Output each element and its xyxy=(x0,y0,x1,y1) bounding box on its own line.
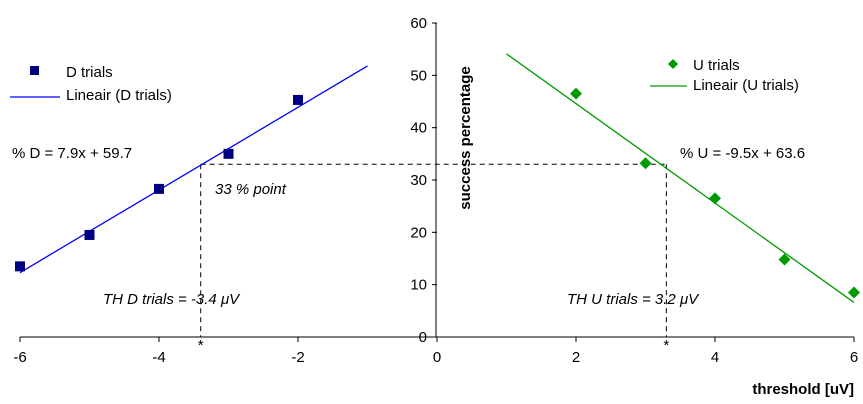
threshold-d-label: TH D trials = -3.4 μV xyxy=(103,291,241,308)
y-tick-label: 20 xyxy=(410,224,427,241)
x-tick-label: 2 xyxy=(572,349,580,366)
legend-u: U trials Lineair (U trials) xyxy=(650,57,799,94)
threshold-star: * xyxy=(198,337,204,354)
x-tick-label: -6 xyxy=(13,349,26,366)
y-ticks: 0 10 20 30 40 50 60 xyxy=(410,15,437,346)
y-axis-title: success percentage xyxy=(457,66,474,209)
point-d xyxy=(154,183,164,194)
point-d xyxy=(223,148,234,159)
x-ticks: -6 -4 -2 0 2 4 6 xyxy=(13,337,858,366)
legend-d-linelabel: Lineair (D trials) xyxy=(66,87,172,104)
x-axis-title: threshold [uV] xyxy=(752,381,854,398)
equation-d: % D = 7.9x + 59.7 xyxy=(12,145,132,162)
threshold-star: * xyxy=(663,337,669,354)
point-d xyxy=(84,229,95,240)
x-tick-label: -2 xyxy=(291,349,304,366)
reference-lines: * * xyxy=(198,163,669,354)
y-tick-label: 40 xyxy=(410,120,427,137)
point-u xyxy=(570,87,582,100)
y-tick-label: 50 xyxy=(410,67,427,84)
trendline xyxy=(506,53,855,303)
point-u xyxy=(709,192,721,205)
point-d xyxy=(293,94,303,105)
x-tick-label: 4 xyxy=(711,349,719,366)
point-u xyxy=(639,157,652,170)
x-tick-label: -4 xyxy=(152,349,165,366)
trendline xyxy=(19,65,368,274)
y-tick-label: 60 xyxy=(410,15,427,32)
x-tick-label: 6 xyxy=(850,349,858,366)
legend-u-series: U trials xyxy=(693,57,740,74)
data-points xyxy=(15,87,860,299)
legend-u-marker xyxy=(668,59,678,69)
legend-d-series: D trials xyxy=(66,64,113,81)
legend-u-linelabel: Lineair (U trials) xyxy=(693,77,799,94)
point-u xyxy=(778,253,791,266)
threshold-u-label: TH U trials = 3.2 μV xyxy=(567,291,700,308)
y-tick-label: 0 xyxy=(419,329,427,346)
point-33-label: 33 % point xyxy=(215,181,287,198)
trendlines xyxy=(19,53,855,303)
y-tick-label: 30 xyxy=(410,172,427,189)
x-tick-label: 0 xyxy=(433,349,441,366)
equation-u: % U = -9.5x + 63.6 xyxy=(680,145,805,162)
legend-d-marker xyxy=(30,66,39,75)
legend-d: D trials Lineair (D trials) xyxy=(10,64,172,104)
point-d xyxy=(15,261,25,272)
point-u xyxy=(848,286,860,299)
y-tick-label: 10 xyxy=(410,277,427,294)
